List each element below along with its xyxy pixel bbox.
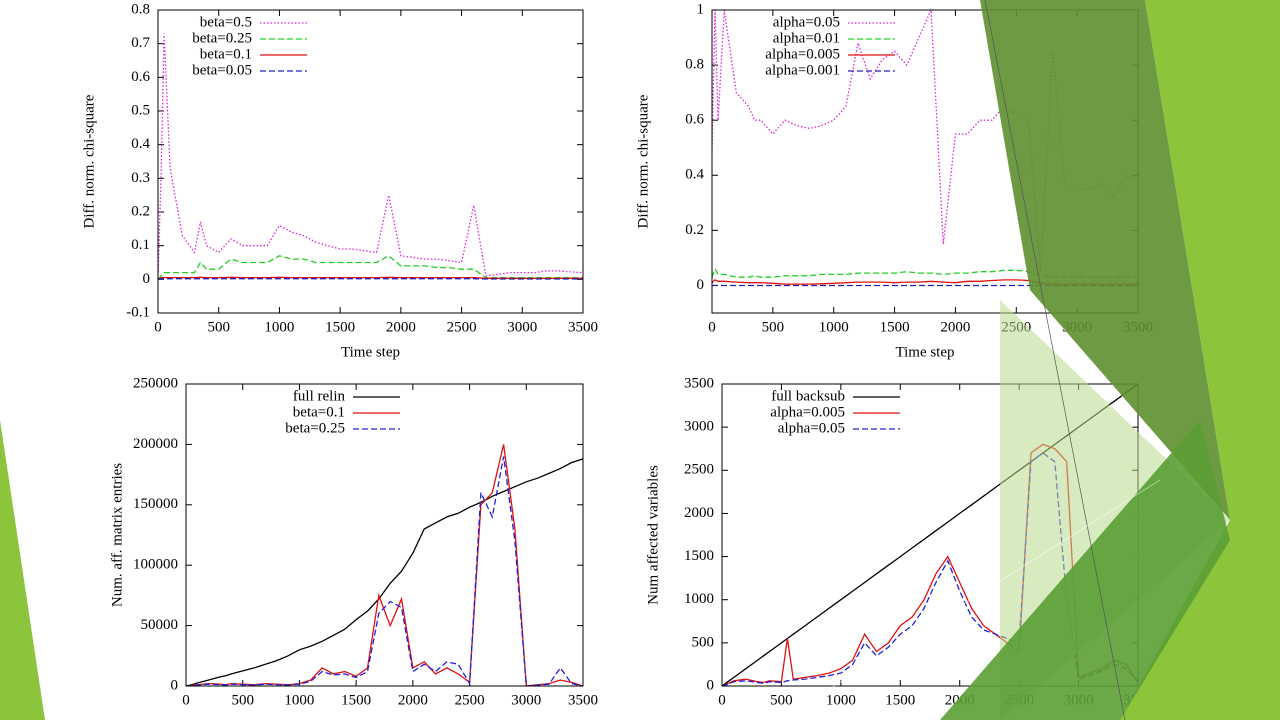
y-tick-label: 0 bbox=[171, 677, 179, 693]
x-tick-label: 2000 bbox=[386, 319, 416, 335]
y-tick-label: 2000 bbox=[684, 505, 714, 521]
y-axis-label: Diff. norm. chi-square bbox=[635, 94, 651, 228]
y-tick-label: 150000 bbox=[133, 496, 178, 512]
x-tick-label: 3500 bbox=[568, 319, 598, 335]
y-tick-label: -0.1 bbox=[126, 304, 150, 320]
y-tick-label: 0.6 bbox=[685, 112, 704, 128]
x-tick-label: 1500 bbox=[325, 319, 355, 335]
x-tick-label: 1000 bbox=[284, 692, 314, 708]
y-tick-label: 0.6 bbox=[131, 69, 150, 85]
x-tick-label: 2500 bbox=[447, 319, 477, 335]
bottom-triangle bbox=[940, 420, 1230, 720]
x-tick-label: 3500 bbox=[568, 692, 598, 708]
y-tick-label: 0.4 bbox=[131, 136, 150, 152]
x-tick-label: 1500 bbox=[341, 692, 371, 708]
x-tick-label: 500 bbox=[770, 692, 793, 708]
y-tick-label: 0 bbox=[143, 271, 151, 287]
right-strip bbox=[1120, 0, 1280, 720]
series-line bbox=[158, 278, 583, 280]
x-tick-label: 3000 bbox=[511, 692, 541, 708]
series-group bbox=[186, 444, 583, 686]
series-line bbox=[158, 33, 583, 280]
x-tick-label: 500 bbox=[762, 319, 785, 335]
x-tick-label: 1000 bbox=[264, 319, 294, 335]
y-tick-label: 250000 bbox=[133, 375, 178, 391]
legend-label: beta=0.25 bbox=[285, 420, 345, 436]
x-tick-label: 0 bbox=[708, 319, 716, 335]
x-tick-label: 500 bbox=[207, 319, 230, 335]
series-line bbox=[186, 458, 583, 686]
x-tick-label: 2000 bbox=[398, 692, 428, 708]
legend-label: full relin bbox=[293, 388, 346, 404]
y-tick-label: 0 bbox=[697, 277, 705, 293]
y-tick-label: 0 bbox=[707, 677, 715, 693]
x-tick-label: 2000 bbox=[940, 319, 970, 335]
legend-label: beta=0.5 bbox=[200, 14, 252, 30]
x-tick-label: 3000 bbox=[507, 319, 537, 335]
y-tick-label: 0.2 bbox=[685, 222, 704, 238]
plot-frame bbox=[157, 9, 584, 314]
y-tick-label: 50000 bbox=[141, 617, 179, 633]
legend-label: beta=0.1 bbox=[293, 404, 345, 420]
y-tick-label: 1500 bbox=[684, 548, 714, 564]
y-tick-label: 0.3 bbox=[131, 170, 150, 186]
y-tick-label: 3500 bbox=[684, 375, 714, 391]
y-tick-label: 0.2 bbox=[131, 203, 150, 219]
thin-line bbox=[779, 479, 1161, 720]
y-tick-label: 1000 bbox=[684, 591, 714, 607]
x-tick-label: 1500 bbox=[880, 319, 910, 335]
x-tick-label: 500 bbox=[231, 692, 254, 708]
y-tick-label: 0.1 bbox=[131, 237, 150, 253]
y-tick-label: 3000 bbox=[684, 419, 714, 435]
y-tick-label: 500 bbox=[692, 634, 715, 650]
chart: 0 50000 100000 150000 200000 250000 0 500 1000 15… bbox=[109, 375, 598, 708]
dark-triangle bbox=[980, 0, 1230, 520]
x-tick-label: 0 bbox=[182, 692, 190, 708]
thin-line bbox=[984, 0, 1126, 720]
legend-label: alpha=0.005 bbox=[765, 46, 840, 62]
legend-label: full backsub bbox=[771, 388, 845, 404]
legend-label: alpha=0.005 bbox=[770, 404, 845, 420]
y-tick-label: 0.7 bbox=[131, 35, 150, 51]
chart: -0.100.10.20.30.40.50.60.70.80 500 1000 150… bbox=[81, 1, 598, 360]
left-accent bbox=[0, 420, 45, 720]
series-line bbox=[712, 10, 1138, 272]
legend-label: alpha=0.05 bbox=[773, 14, 840, 30]
legend-label: beta=0.05 bbox=[192, 62, 252, 78]
y-tick-label: 0.5 bbox=[131, 102, 150, 118]
y-tick-label: 200000 bbox=[133, 436, 178, 452]
plot-frame bbox=[185, 383, 584, 687]
y-axis-label: Num affected variables bbox=[645, 465, 661, 605]
x-axis-label: Time step bbox=[341, 344, 400, 360]
series-line bbox=[158, 255, 583, 280]
y-tick-label: 100000 bbox=[133, 557, 178, 573]
series-line bbox=[186, 456, 583, 686]
x-tick-label: 2500 bbox=[455, 692, 485, 708]
series-group bbox=[158, 33, 583, 280]
legend-label: alpha=0.05 bbox=[778, 420, 845, 436]
series-line bbox=[158, 276, 583, 280]
y-tick-label: 1 bbox=[697, 1, 705, 17]
legend-label: beta=0.25 bbox=[192, 30, 252, 46]
x-tick-label: 0 bbox=[154, 319, 162, 335]
y-tick-label: 0.8 bbox=[131, 1, 150, 17]
x-axis-label: Time step bbox=[895, 344, 954, 360]
y-tick-label: 0.8 bbox=[685, 57, 704, 73]
legend-label: alpha=0.01 bbox=[773, 30, 840, 46]
legend-label: alpha=0.001 bbox=[765, 62, 840, 78]
legend-label: beta=0.1 bbox=[200, 46, 252, 62]
x-tick-label: 1500 bbox=[885, 692, 915, 708]
x-tick-label: 1000 bbox=[826, 692, 856, 708]
x-tick-label: 1000 bbox=[819, 319, 849, 335]
y-axis-label: Diff. norm. chi-square bbox=[81, 94, 97, 228]
y-axis-label: Num. aff. matrix entries bbox=[109, 463, 125, 607]
y-tick-label: 0.4 bbox=[685, 167, 704, 183]
x-tick-label: 0 bbox=[718, 692, 726, 708]
y-tick-label: 2500 bbox=[684, 462, 714, 478]
